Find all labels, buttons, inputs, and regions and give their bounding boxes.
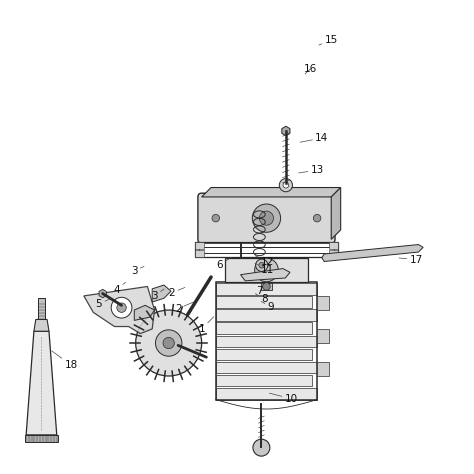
Bar [216,336,317,347]
Bar [195,242,338,257]
Bar [216,296,312,308]
Text: 4: 4 [114,282,126,295]
Circle shape [283,182,289,188]
Bar [216,282,317,400]
Circle shape [259,263,264,268]
Bar [317,329,329,343]
Circle shape [163,337,174,349]
Bar [199,247,334,253]
Bar [216,388,317,400]
Polygon shape [322,245,423,262]
Circle shape [136,310,201,376]
Circle shape [117,303,126,312]
Circle shape [252,204,281,232]
Polygon shape [134,305,155,320]
Polygon shape [26,331,57,435]
Bar [195,250,204,257]
Circle shape [212,214,219,222]
Polygon shape [201,188,341,197]
FancyBboxPatch shape [198,193,335,243]
Text: 1: 1 [198,317,214,334]
Text: 12: 12 [255,255,274,266]
Bar [329,250,338,257]
Bar [216,375,312,386]
Text: 11: 11 [255,263,274,275]
Bar [225,258,308,282]
Text: 3: 3 [151,289,164,301]
Text: 16: 16 [303,64,317,74]
Circle shape [255,259,268,272]
Text: 3: 3 [131,266,144,276]
Bar [216,322,312,334]
Bar [329,242,338,249]
Bar [317,362,329,376]
Text: 15: 15 [319,35,338,45]
Bar [261,283,272,290]
Polygon shape [152,285,171,302]
Circle shape [155,330,182,356]
Polygon shape [34,319,49,331]
Polygon shape [99,289,106,298]
Bar [216,310,317,321]
Bar [317,296,329,310]
Polygon shape [331,188,341,239]
Circle shape [259,211,273,225]
Text: 17: 17 [399,255,423,264]
Bar [195,242,204,249]
Circle shape [111,297,132,318]
Text: 8: 8 [255,293,268,304]
Bar [38,298,45,319]
Polygon shape [240,269,290,281]
Text: 2: 2 [169,288,185,298]
Text: 18: 18 [52,351,78,370]
Text: 2: 2 [175,302,194,314]
Circle shape [263,283,270,290]
Text: 10: 10 [269,393,298,404]
Bar [216,349,312,360]
Circle shape [279,179,292,192]
Circle shape [313,214,321,222]
Text: 13: 13 [299,165,324,175]
Circle shape [255,258,278,282]
Text: 6: 6 [216,257,231,270]
Text: 5: 5 [96,299,111,309]
Bar [216,362,317,374]
Text: 7: 7 [255,283,263,296]
Polygon shape [84,286,155,334]
Text: 14: 14 [300,133,328,143]
Text: 9: 9 [261,301,274,312]
Circle shape [253,439,270,456]
Polygon shape [282,126,290,136]
Bar [216,283,317,295]
Bar [25,435,58,441]
